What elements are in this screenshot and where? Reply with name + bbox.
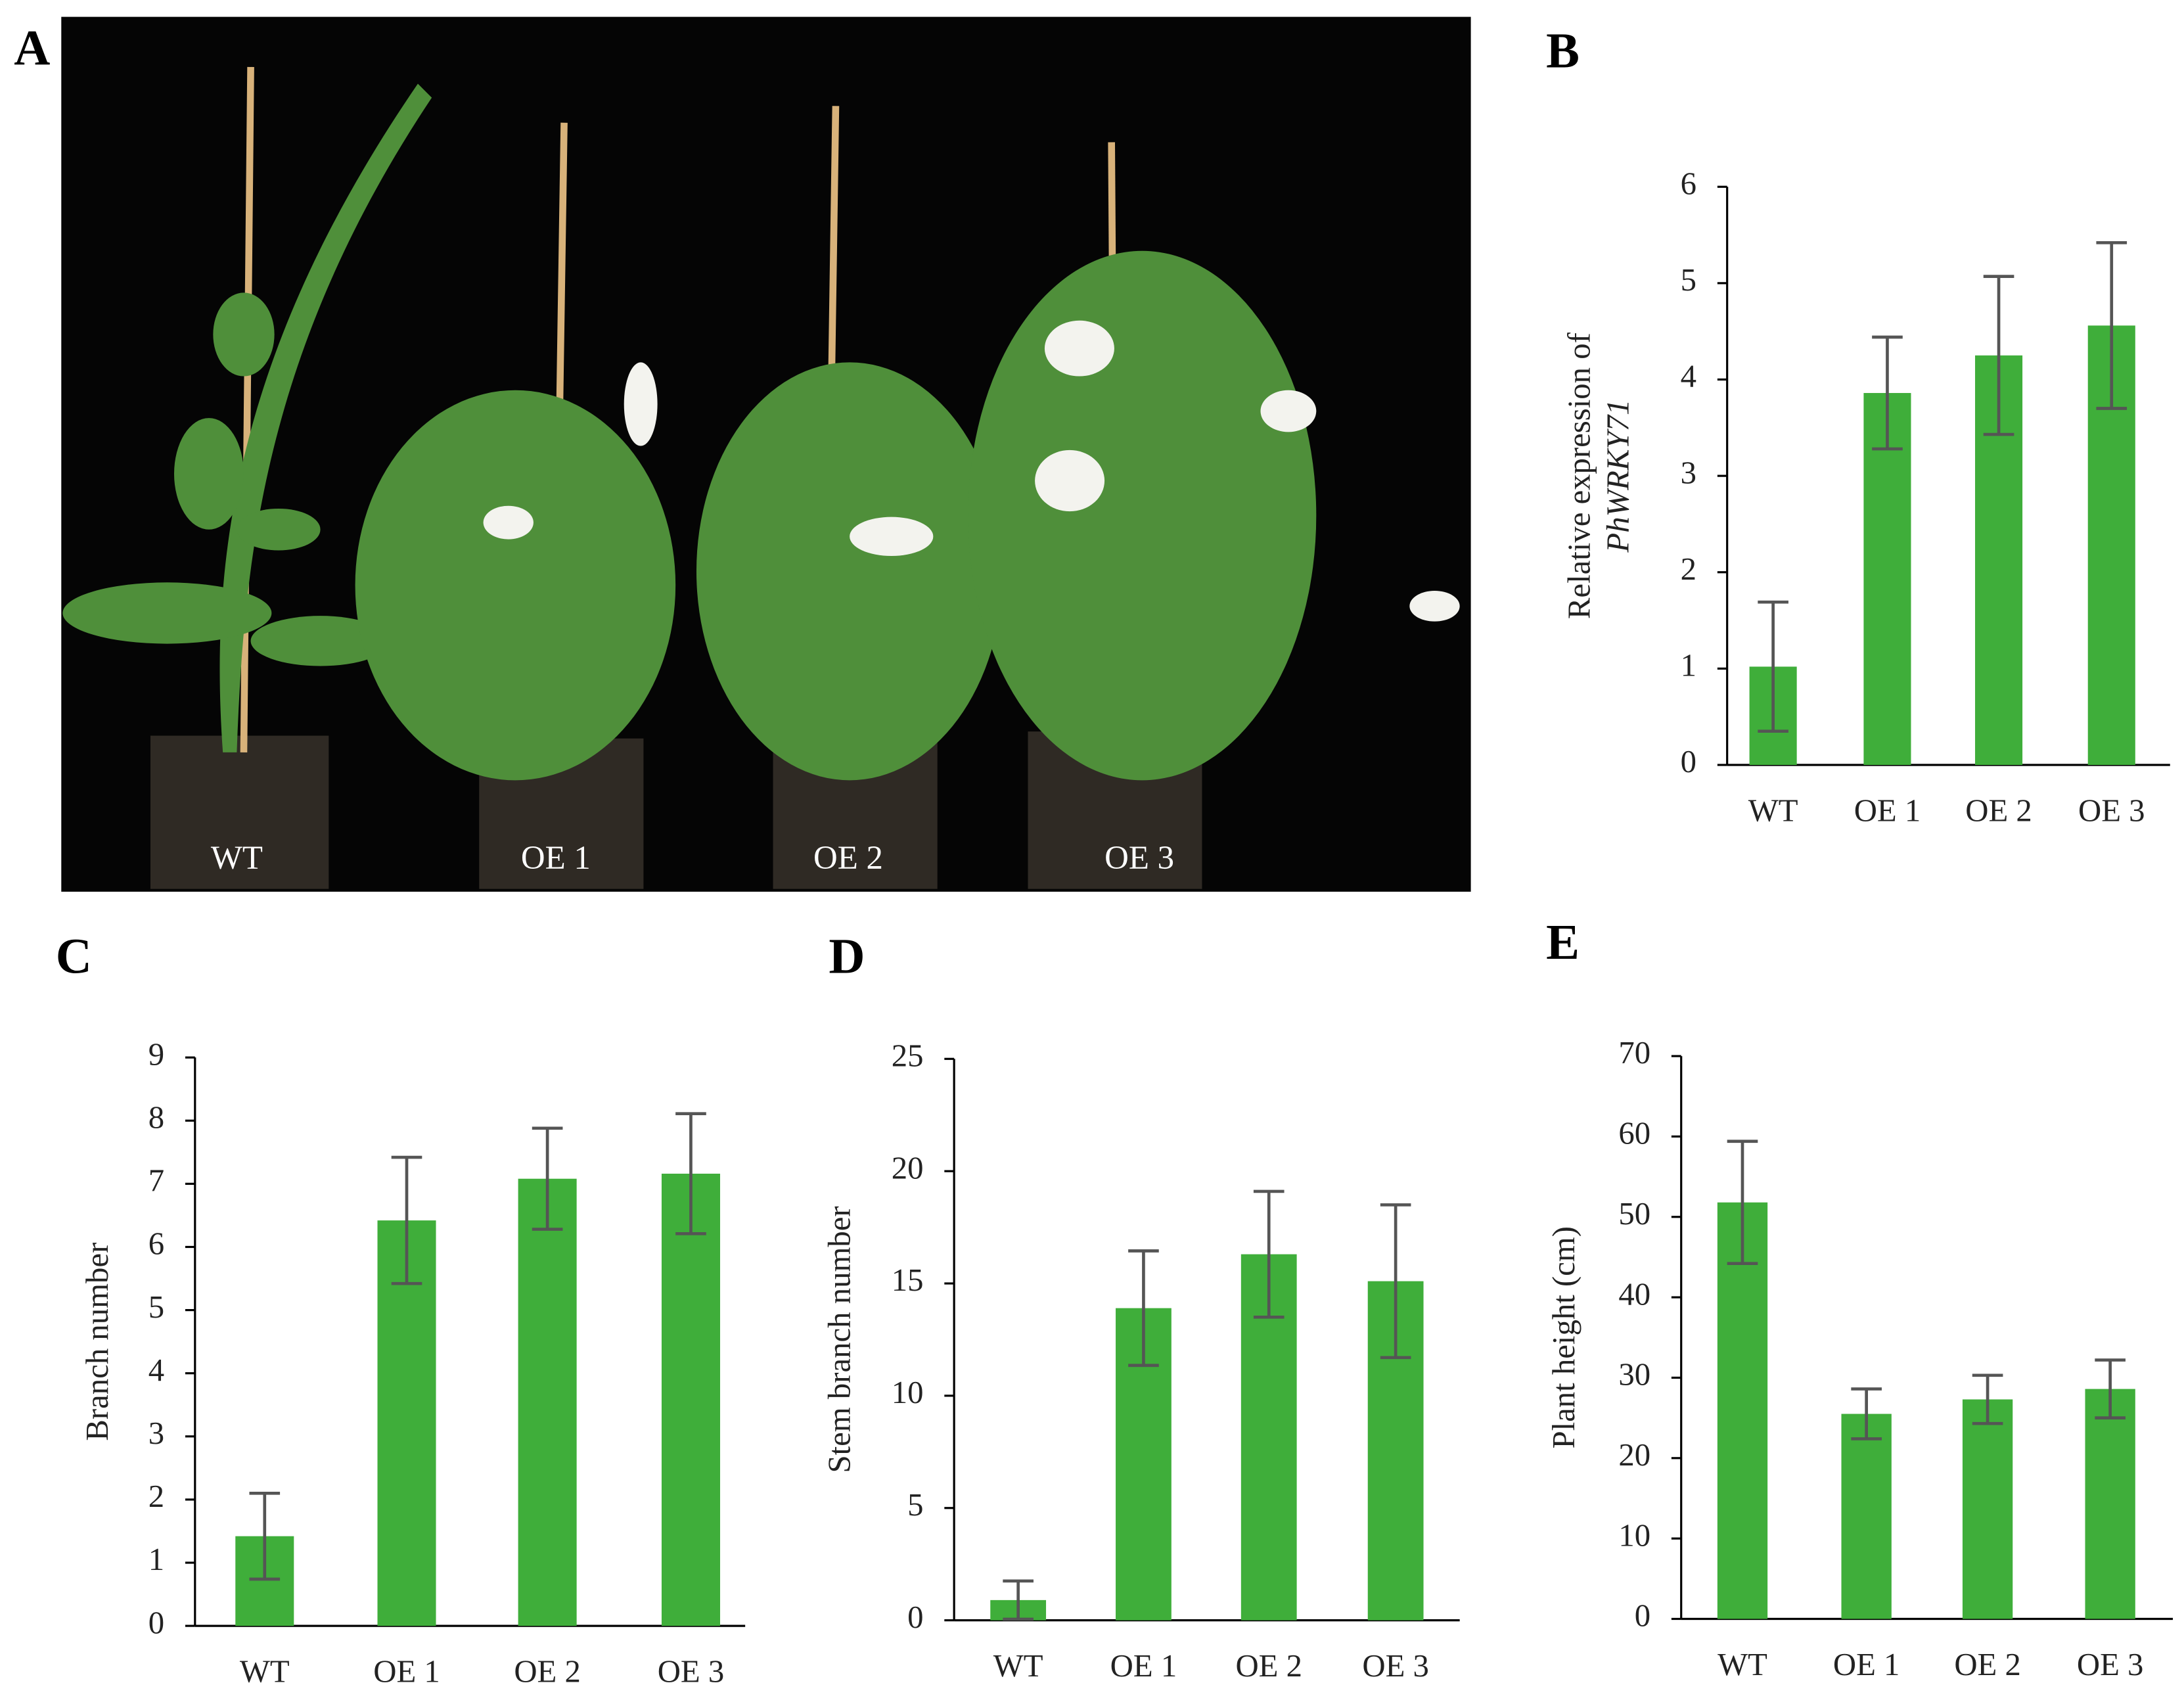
y-tick-label: 0 <box>1635 1598 1650 1634</box>
y-tick-label: 70 <box>1618 1035 1650 1071</box>
x-tick-label: OE 1 <box>1110 1648 1177 1684</box>
x-tick-label: OE 1 <box>1854 793 1921 828</box>
x-tick-label: OE 2 <box>1954 1647 2021 1682</box>
x-tick-label: OE 1 <box>1833 1647 1900 1682</box>
y-tick-label: 25 <box>892 1038 924 1073</box>
x-tick-label: WT <box>1748 793 1798 828</box>
y-axis-label: Branch number <box>80 1243 115 1441</box>
bar <box>661 1174 720 1626</box>
error-bar <box>1758 600 1788 733</box>
y-tick-label: 8 <box>148 1099 164 1135</box>
error-bar <box>1003 1579 1034 1621</box>
error-bar <box>1380 1203 1411 1360</box>
x-tick-label: OE 3 <box>2077 1647 2144 1682</box>
chart: D 0 5 10 15 20 25 Stem branch number WT OE 1 OE 2 O… <box>822 928 1460 1684</box>
y-tick-label: 6 <box>148 1226 164 1262</box>
x-tick-label: OE 1 <box>373 1653 440 1689</box>
y-axis-label: Stem branch number <box>822 1206 857 1473</box>
chart: B 0 1 2 3 4 5 6 Relative expression of PhWRKY71 WT… <box>1546 22 2170 828</box>
x-tick-label: WT <box>993 1648 1043 1684</box>
bar <box>2085 1389 2135 1619</box>
x-tick-label: OE 3 <box>2078 793 2145 828</box>
bar <box>1962 1399 2013 1619</box>
y-tick-label: 20 <box>1618 1437 1650 1473</box>
y-tick-label: 7 <box>148 1163 164 1199</box>
plant-label: OE 1 <box>521 840 591 877</box>
bar <box>1863 393 1911 766</box>
plant-label: WT <box>211 840 263 877</box>
x-tick-label: WT <box>1718 1647 1767 1682</box>
error-bar <box>1872 335 1903 451</box>
panel-label: E <box>1546 914 1580 970</box>
y-axis-label: Relative expression of <box>1561 332 1597 619</box>
y-tick-label: 1 <box>148 1542 164 1577</box>
error-bar <box>1253 1189 1285 1319</box>
error-bar <box>1851 1387 1882 1440</box>
x-tick-label: WT <box>240 1653 290 1689</box>
error-bar <box>1128 1249 1159 1368</box>
error-bar <box>391 1155 422 1285</box>
bar <box>518 1178 577 1626</box>
y-tick-label: 2 <box>1681 551 1696 587</box>
error-bar <box>532 1126 563 1231</box>
y-tick-label: 5 <box>907 1487 923 1523</box>
bar <box>1841 1414 1892 1619</box>
y-axis-label: Plant height (cm) <box>1546 1226 1581 1448</box>
y-tick-label: 0 <box>907 1600 923 1635</box>
y-tick-label: 20 <box>892 1150 924 1186</box>
y-tick-label: 15 <box>892 1262 924 1298</box>
y-tick-label: 4 <box>148 1352 164 1388</box>
x-tick-label: OE 2 <box>1235 1648 1302 1684</box>
panel-label: C <box>56 928 92 984</box>
x-tick-label: OE 3 <box>658 1653 725 1689</box>
panel-label: A <box>14 20 50 76</box>
error-bar <box>1983 275 2014 436</box>
y-tick-label: 5 <box>148 1289 164 1325</box>
plant-label: OE 3 <box>1104 840 1174 877</box>
y-axis-label: PhWRKY71 <box>1601 400 1636 553</box>
y-tick-label: 5 <box>1681 262 1696 298</box>
y-tick-label: 3 <box>1681 455 1696 490</box>
chart: E 0 10 20 30 40 50 60 70 Plant height (cm) WT OE 1 O… <box>1546 914 2173 1682</box>
bar <box>377 1220 436 1626</box>
x-tick-label: OE 3 <box>1362 1648 1429 1684</box>
y-tick-label: 0 <box>148 1605 164 1640</box>
y-tick-label: 10 <box>892 1375 924 1410</box>
y-tick-label: 60 <box>1618 1116 1650 1151</box>
error-bar <box>675 1112 706 1235</box>
flowers <box>483 320 1460 622</box>
bar <box>1717 1202 1768 1619</box>
error-bar <box>1972 1373 2003 1425</box>
foliage <box>62 83 1317 781</box>
y-tick-label: 0 <box>1681 744 1696 779</box>
error-bar <box>2096 241 2127 410</box>
y-tick-label: 30 <box>1618 1357 1650 1393</box>
panel-label: D <box>829 928 865 984</box>
chart: C 0 1 2 3 4 5 6 7 8 9 Branch number WT OE 1 OE 2 OE 3 <box>56 928 746 1689</box>
y-tick-label: 50 <box>1618 1196 1650 1232</box>
y-tick-label: 9 <box>148 1036 164 1072</box>
x-tick-label: OE 2 <box>514 1653 581 1689</box>
y-tick-label: 1 <box>1681 648 1696 683</box>
plant-label: OE 2 <box>813 840 883 877</box>
error-bar <box>1727 1140 1758 1266</box>
y-tick-label: 3 <box>148 1416 164 1451</box>
y-tick-label: 10 <box>1618 1517 1650 1553</box>
error-bar <box>249 1491 281 1581</box>
y-tick-label: 40 <box>1618 1276 1650 1312</box>
y-tick-label: 2 <box>148 1479 164 1514</box>
y-tick-label: 6 <box>1681 166 1696 201</box>
panel-label: B <box>1546 22 1580 78</box>
error-bar <box>2095 1358 2126 1419</box>
x-tick-label: OE 2 <box>1965 793 2032 828</box>
photo-panel <box>61 16 1471 892</box>
y-tick-label: 4 <box>1681 359 1696 394</box>
